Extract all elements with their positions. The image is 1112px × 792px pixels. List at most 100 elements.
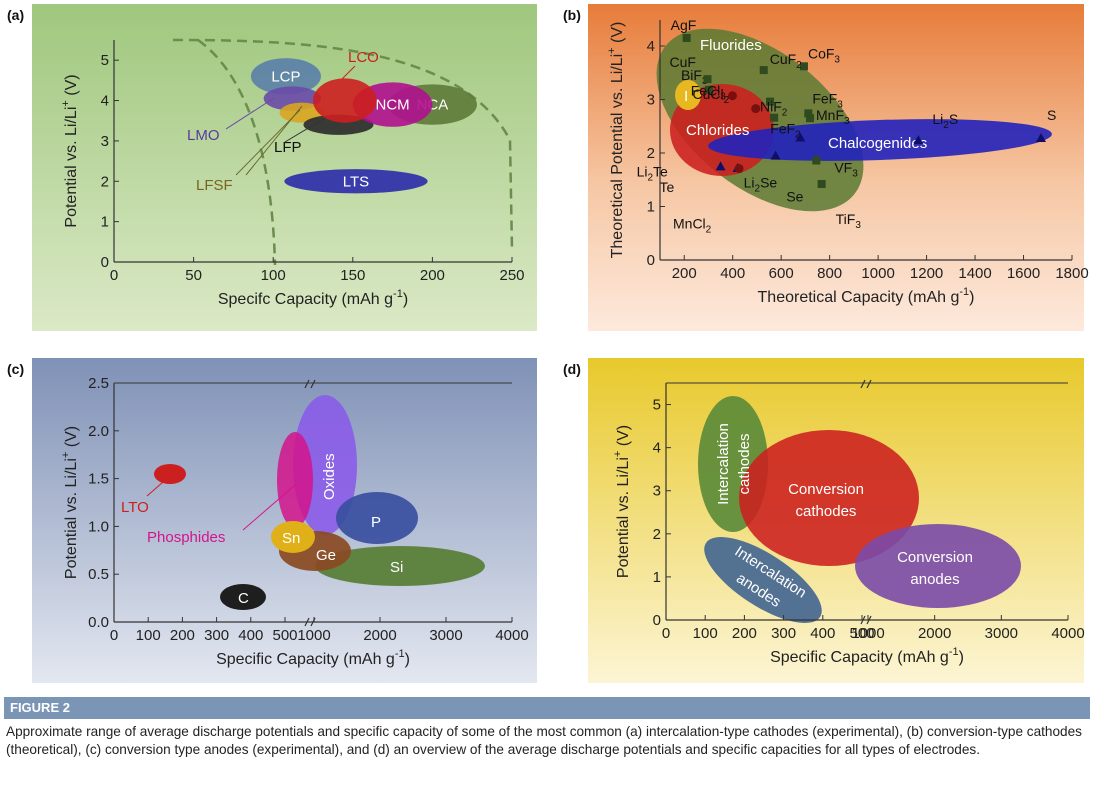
panel-c-x-tick-label: 3000: [429, 627, 462, 644]
label-cuf: CuF: [670, 54, 696, 70]
caption-title-bar: FIGURE 2: [4, 697, 1090, 719]
sn-region: [271, 521, 315, 553]
panel-label-b: (b): [563, 7, 581, 23]
point-fef2: [770, 113, 779, 122]
lco-leader-line: [341, 65, 356, 80]
label-fef2: FeF2: [770, 121, 801, 141]
p-label: P: [371, 514, 381, 531]
panel-b-x-axis-label: Theoretical Capacity (mAh g-1): [758, 286, 975, 306]
panel-d-y-tick-label: 4: [653, 440, 661, 457]
label-agf: AgF: [671, 17, 697, 33]
panel-c: Oxides P Sn Ge Si C LTO Phosphides 0 100 2…: [60, 375, 529, 668]
label-li2s: Li2S: [932, 111, 958, 131]
panel-d-x-tick-label: 0: [662, 625, 670, 642]
panel-a-y-tick-label: 4: [101, 93, 109, 110]
lto-label: LTO: [121, 499, 149, 516]
phosphides-label: Phosphides: [147, 529, 225, 546]
sn-label: Sn: [282, 530, 300, 547]
panel-d: Intercalation cathodes Conversion cathod…: [612, 379, 1085, 666]
panel-b-x-tick-label: 1600: [1007, 265, 1040, 282]
panel-c-y-axis-label: Potential vs. Li/Li+ (V): [60, 426, 80, 579]
label-fef3: FeF3: [812, 90, 843, 110]
panel-c-x-tick-label: 0: [110, 627, 118, 644]
point-s: [1035, 133, 1046, 143]
conversion-anodes-label-2: anodes: [910, 571, 959, 588]
point-cuf: [703, 75, 712, 84]
panel-d-x-tick-label: 3000: [985, 625, 1018, 642]
point-cof3: [799, 62, 808, 71]
intercalation-cathodes-label-1: Intercalation: [715, 423, 732, 505]
p-region: [336, 492, 418, 544]
conversion-anodes-label-1: Conversion: [897, 549, 973, 566]
point-mnf3: [806, 114, 815, 123]
lmo-label: LMO: [187, 127, 220, 144]
label-nif2: NiF2: [760, 99, 788, 119]
panel-c-x-tick-label: 400: [238, 627, 263, 644]
panel-d-x-tick-label: 1000: [851, 625, 884, 642]
panel-a-x-tick-label: 100: [261, 267, 286, 284]
point-mncl2: [734, 164, 744, 174]
label-fecl3: FeCl3: [691, 83, 727, 103]
panel-a-x-axis-label: Specifc Capacity (mAh g-1): [218, 288, 408, 308]
panel-a-y-tick-label: 1: [101, 214, 109, 231]
panel-label-a: (a): [7, 7, 24, 23]
panel-label-c: (c): [7, 361, 24, 377]
point-cuf2: [759, 66, 768, 75]
panel-b-x-tick-label: 400: [720, 265, 745, 282]
panel-d-y-tick-label: 3: [653, 483, 661, 500]
label-vf3: VF3: [834, 159, 858, 179]
chalcogenides-label: Chalcogenides: [828, 135, 927, 152]
panel-d-y-tick-label: 1: [653, 569, 661, 586]
panel-b-y-tick-label: 3: [647, 92, 655, 109]
label-te: Te: [660, 179, 675, 195]
panel-d-x-tick-label: 100: [693, 625, 718, 642]
point-nif2: [766, 97, 775, 106]
conversion-cathodes-label-1: Conversion: [788, 481, 864, 498]
point-li2te: [715, 161, 726, 171]
point-bif3: [704, 85, 713, 94]
panel-d-x-tick-label: 500: [849, 625, 874, 642]
panel-c-axis-break-top: [304, 379, 316, 389]
oxides-label: Oxides: [321, 453, 338, 500]
fluorides-label: Fluorides: [700, 37, 762, 54]
point-fef3: [804, 109, 813, 118]
panel-c-y-tick-label: 2.5: [88, 375, 109, 392]
panel-a-y-tick-label: 3: [101, 133, 109, 150]
panel-d-y-tick-label: 0: [653, 612, 661, 629]
c-label: C: [238, 590, 249, 607]
lco-label: LCO: [348, 49, 379, 66]
panel-label-d: (d): [563, 361, 581, 377]
label-cucl2: CuCl2: [692, 86, 729, 106]
iodine-label: I: [684, 88, 688, 105]
label-li2se: Li2Se: [744, 175, 778, 195]
panel-b-x-tick-label: 1400: [958, 265, 991, 282]
panel-d-axis-break-top: [860, 379, 872, 389]
panel-c-x-tick-label: 1000: [297, 627, 330, 644]
point-agf: [682, 33, 691, 42]
label-tif3: TiF3: [836, 211, 862, 231]
caption-title: FIGURE 2: [10, 700, 70, 715]
panel-a-envelope-outer: [172, 38, 514, 251]
lcp-region: [250, 58, 321, 95]
panel-d-x-tick-label: 200: [732, 625, 757, 642]
lfsf-region: [279, 102, 325, 123]
lmo-leader-line: [225, 97, 275, 130]
panel-a-envelope-inner: [197, 38, 277, 266]
lts-region: [284, 169, 428, 194]
panel-a-x-tick-label: 0: [110, 267, 118, 284]
lcp-label: LCP: [271, 68, 300, 85]
panel-b-y-tick-label: 2: [647, 145, 655, 162]
point-se: [795, 132, 806, 142]
panel-c-y-tick-label: 2.0: [88, 423, 109, 440]
panel-a-y-axis-label: Potential vs. Li/Li+ (V): [60, 74, 80, 227]
conversion-cathodes-region: [739, 430, 919, 566]
point-vf3: [812, 156, 821, 165]
panel-a-x-tick-label: 200: [420, 267, 445, 284]
panel-d-x-tick-label: 4000: [1051, 625, 1084, 642]
panel-c-x-tick-label: 100: [136, 627, 161, 644]
panel-c-background: [32, 358, 537, 683]
label-s: S: [1047, 107, 1056, 123]
panel-b-y-tick-label: 1: [647, 199, 655, 216]
